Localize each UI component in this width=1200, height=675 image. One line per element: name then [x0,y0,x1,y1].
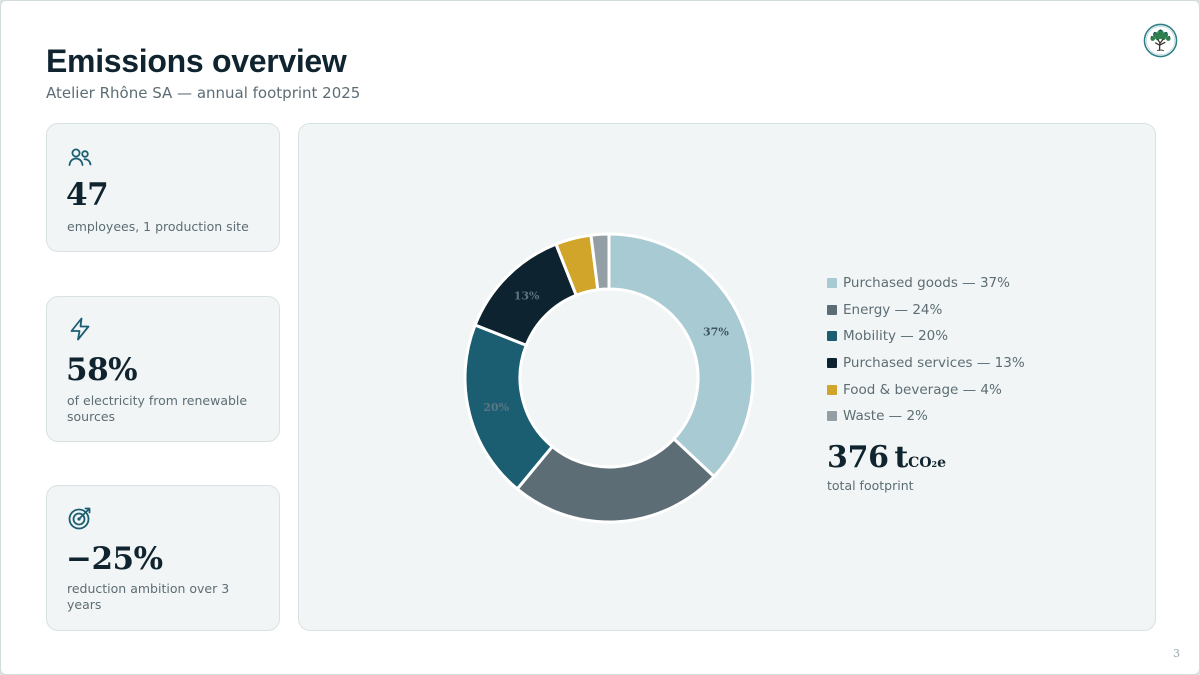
stat-description: employees, 1 production site [67,219,249,234]
tree-logo-icon [1143,23,1178,58]
legend-item: Waste — 2% [827,403,1025,430]
legend-item: Food & beverage — 4% [827,376,1025,403]
legend-label: Purchased services — 13% [843,355,1025,372]
page-number: 3 [1173,647,1180,660]
total-unit-subscript: 2 [931,459,938,469]
stat-card-renewable: 58% of electricity from renewable source… [46,296,280,442]
total-footprint-value: 376 tCO2e [827,440,946,475]
legend-item: Purchased services — 13% [827,350,1025,377]
donut-slice-waste [589,232,611,292]
people-icon [68,148,92,166]
legend-label: Energy — 24% [843,301,943,318]
donut-slice-label: 13% [514,290,540,303]
total-number: 376 [827,440,889,475]
donut-slice-purchased-goods [607,232,755,479]
chart-panel: 37% 20% 13% Purchased goods — 37% Energy — … [298,123,1156,631]
stat-card-employees: 47 employees, 1 production site [46,123,280,252]
legend-label: Waste — 2% [843,408,928,425]
legend-item: Purchased goods — 37% [827,270,1025,297]
target-icon [68,507,91,530]
legend-swatch [827,278,837,289]
stat-description: of electricity from renewable sources [67,393,248,424]
legend-swatch [827,411,837,422]
legend-swatch [827,358,837,369]
donut-slice-label: 20% [483,401,509,414]
total-unit: t [894,440,909,475]
stat-description: reduction ambition over 3 years [67,581,230,612]
legend-swatch [827,304,837,315]
donut-chart: 37% 20% 13% [463,232,755,524]
stat-value: −25% [66,541,163,577]
stat-value: 47 [66,177,109,213]
legend-swatch [827,384,837,395]
legend-item: Mobility — 20% [827,323,1025,350]
legend-label: Mobility — 20% [843,328,949,345]
chart-legend: Purchased goods — 37% Energy — 24% Mobilit… [827,270,1025,430]
legend-label: Food & beverage — 4% [843,381,1002,398]
total-unit-co: CO [908,455,932,471]
legend-item: Energy — 24% [827,297,1025,324]
total-unit-e: e [937,455,947,471]
page-title: Emissions overview [46,43,347,79]
legend-swatch [827,331,837,342]
lightning-icon [70,317,90,341]
stat-value: 58% [66,352,138,388]
total-footprint-label: total footprint [827,478,914,493]
legend-label: Purchased goods — 37% [843,275,1010,292]
stat-card-reduction: −25% reduction ambition over 3 years [46,485,280,631]
donut-slice-label: 37% [703,326,729,339]
page-subtitle: Atelier Rhône SA — annual footprint 2025 [46,84,361,102]
